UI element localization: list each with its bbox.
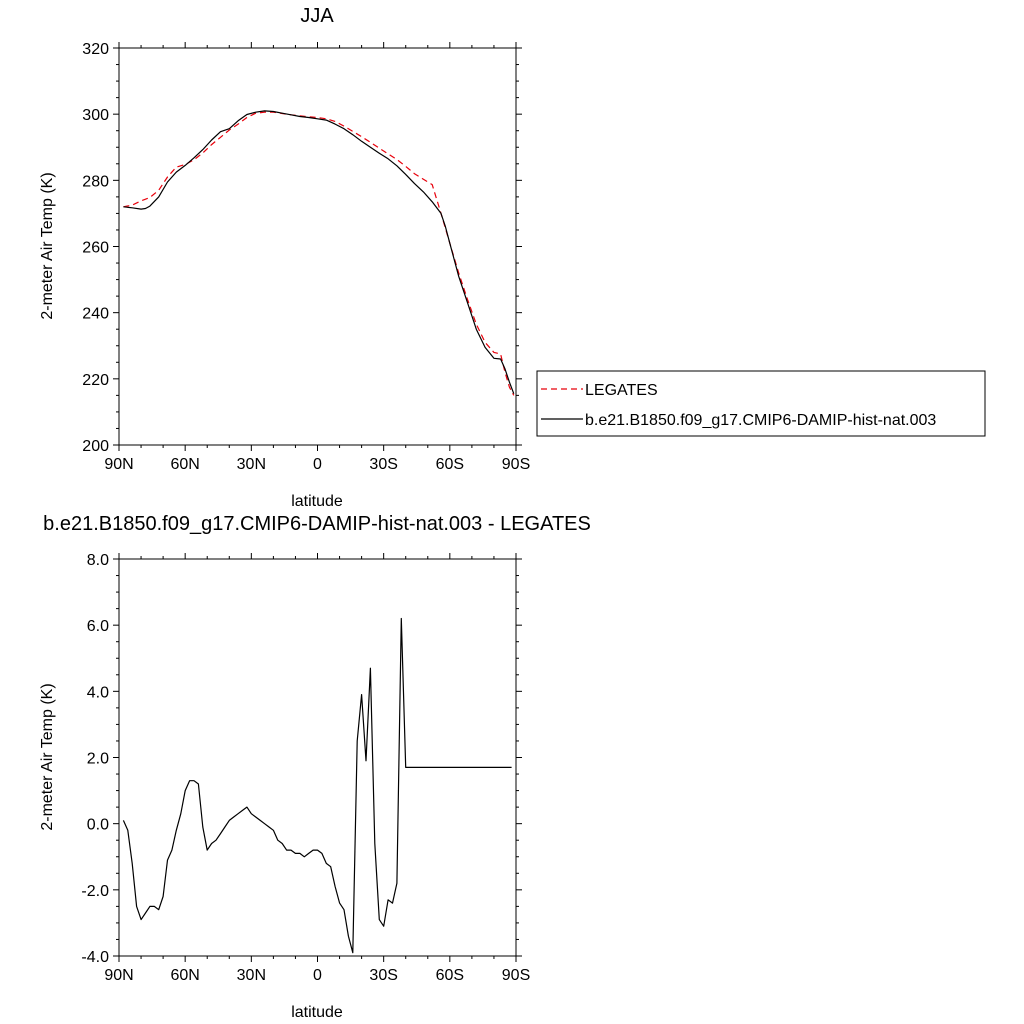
top-y-tick-label: 220 — [82, 372, 109, 389]
legend: LEGATES b.e21.B1850.f09_g17.CMIP6-DAMIP-… — [536, 370, 986, 437]
top-series-lines — [123, 110, 515, 396]
bottom-x-tick-label: 30N — [237, 967, 266, 984]
top-x-tick-label: 30N — [237, 456, 266, 473]
bottom-y-tick-label: 8.0 — [87, 552, 109, 569]
top-x-axis-label: latitude — [291, 493, 343, 510]
top-y-tick-label: 200 — [82, 438, 109, 455]
top-axis-ticks: 90N 60N 30N 0 30S 60S 90S 200 220 240 260 280 300 320 — [82, 41, 530, 473]
bottom-plot-frame — [118, 558, 517, 957]
top-chart: JJA 90N 60N 30N 0 30S 60S 90S 200 220 240 260 280 30… — [39, 5, 530, 510]
top-x-tick-label: 90N — [104, 456, 133, 473]
top-series-line-1 — [123, 110, 515, 394]
bottom-axis-ticks: 90N 60N 30N 0 30S 60S 90S -4.0 -2.0 0.0 2.0 4.0 6.0 8… — [81, 552, 530, 984]
bottom-chart: b.e21.B1850.f09_g17.CMIP6-DAMIP-hist-nat… — [39, 513, 591, 1021]
top-series-line-0 — [123, 111, 515, 396]
legend-box — [536, 370, 986, 437]
top-x-tick-label: 90S — [502, 456, 530, 473]
top-x-tick-label: 60N — [170, 456, 199, 473]
top-y-axis-label: 2-meter Air Temp (K) — [39, 172, 56, 319]
top-y-tick-label: 320 — [82, 41, 109, 58]
bottom-y-tick-label: 4.0 — [87, 684, 109, 701]
top-plot-frame — [118, 47, 517, 446]
bottom-series-lines — [122, 617, 512, 954]
top-y-tick-label: 280 — [82, 173, 109, 190]
bottom-y-axis-label: 2-meter Air Temp (K) — [39, 683, 56, 830]
top-y-tick-label: 300 — [82, 107, 109, 124]
bottom-x-tick-label: 90S — [502, 967, 530, 984]
bottom-x-tick-label: 90N — [104, 967, 133, 984]
top-x-tick-label: 0 — [313, 456, 322, 473]
legend-label-model: b.e21.B1850.f09_g17.CMIP6-DAMIP-hist-nat… — [585, 412, 936, 429]
top-x-tick-label: 30S — [369, 456, 397, 473]
bottom-y-tick-label: 0.0 — [87, 817, 109, 834]
top-chart-title: JJA — [300, 5, 334, 27]
bottom-x-axis-label: latitude — [291, 1004, 343, 1021]
bottom-y-tick-label: -2.0 — [81, 883, 109, 900]
bottom-y-tick-label: 2.0 — [87, 751, 109, 768]
top-y-tick-label: 240 — [82, 306, 109, 323]
bottom-chart-title: b.e21.B1850.f09_g17.CMIP6-DAMIP-hist-nat… — [43, 513, 591, 535]
bottom-y-tick-label: 6.0 — [87, 618, 109, 635]
bottom-x-tick-label: 60N — [170, 967, 199, 984]
bottom-x-tick-label: 0 — [313, 967, 322, 984]
top-y-tick-label: 260 — [82, 240, 109, 257]
top-x-tick-label: 60S — [436, 456, 464, 473]
bottom-x-tick-label: 60S — [436, 967, 464, 984]
legend-label-legates: LEGATES — [585, 382, 658, 399]
bottom-y-tick-label: -4.0 — [81, 949, 109, 966]
bottom-x-tick-label: 30S — [369, 967, 397, 984]
bottom-series-line-0 — [122, 617, 512, 954]
